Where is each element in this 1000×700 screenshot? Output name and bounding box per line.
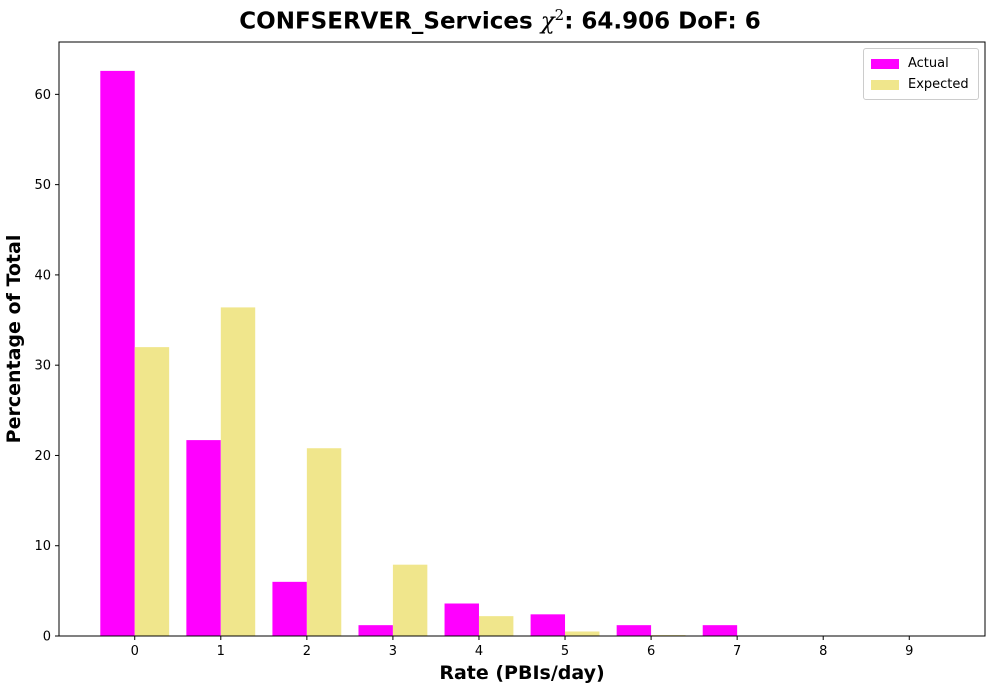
x-tick-label-1: 1: [217, 644, 225, 659]
x-tick-label-0: 0: [131, 644, 139, 659]
bar-actual-2: [272, 581, 307, 636]
bar-actual-6: [616, 625, 652, 636]
x-tick-label-9: 9: [905, 644, 913, 659]
x-tick-label-3: 3: [389, 644, 397, 659]
x-tick-label-4: 4: [475, 644, 483, 659]
legend-label-actual: Actual: [908, 56, 949, 71]
y-tick-label-50: 50: [34, 178, 51, 193]
legend: Actual Expected: [863, 48, 979, 100]
x-tick-label-2: 2: [303, 644, 311, 659]
legend-item-expected: Expected: [864, 74, 978, 95]
chi-symbol: χ: [540, 8, 555, 35]
y-tick-label-30: 30: [34, 359, 51, 374]
legend-swatch-actual: [871, 58, 899, 69]
bar-expected-4: [478, 616, 514, 636]
bar-expected-5: [565, 631, 600, 636]
bar-actual-0: [100, 70, 135, 637]
y-tick-label-0: 0: [43, 630, 51, 645]
x-tick-label-8: 8: [819, 644, 827, 659]
bar-actual-1: [186, 440, 221, 636]
chart-title: CONFSERVER_Services χ2: 64.906 DoF: 6: [0, 6, 1000, 35]
chart-title-prefix: CONFSERVER_Services: [239, 8, 541, 35]
x-axis-label: Rate (PBIs/day): [439, 662, 605, 684]
bar-actual-5: [530, 614, 566, 636]
y-tick-label-40: 40: [34, 268, 51, 283]
bar-expected-0: [134, 347, 170, 636]
y-tick-label-20: 20: [34, 449, 51, 464]
x-tick-label-7: 7: [733, 644, 741, 659]
bar-actual-4: [444, 603, 479, 636]
bar-expected-2: [306, 448, 342, 636]
axes-frame: [58, 41, 986, 637]
bar-expected-3: [392, 564, 428, 636]
chi-superscript: 2: [554, 6, 565, 24]
bars: [100, 70, 738, 637]
chart-title-suffix: : 64.906 DoF: 6: [564, 8, 761, 35]
bar-actual-7: [702, 625, 738, 636]
bar-expected-1: [220, 307, 256, 636]
x-tick-label-5: 5: [561, 644, 569, 659]
legend-swatch-expected: [871, 79, 899, 90]
y-axis-label: Percentage of Total: [3, 234, 25, 444]
axes: 0 1 2 3 4 5 6 7 8 9 0 10 20 30 40 50 60: [34, 41, 986, 659]
bar-actual-3: [358, 625, 393, 636]
y-tick-label-10: 10: [34, 539, 51, 554]
x-tick-label-6: 6: [647, 644, 655, 659]
legend-item-actual: Actual: [864, 53, 978, 74]
y-tick-label-60: 60: [34, 88, 51, 103]
legend-label-expected: Expected: [908, 77, 969, 92]
